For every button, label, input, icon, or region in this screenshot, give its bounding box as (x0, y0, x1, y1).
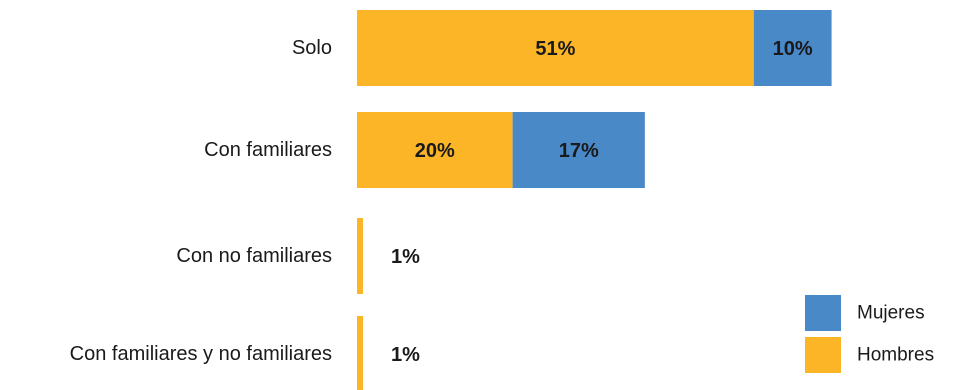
bars-group (357, 10, 832, 390)
data-label-mujeres-solo: 10% (773, 38, 813, 60)
bar-mujeres-solo (753, 10, 832, 86)
data-label-hombres-con-familiares-y-no-familiares: 1% (391, 344, 420, 366)
legend: Mujeres Hombres (805, 295, 934, 373)
legend-swatch-mujeres (805, 295, 841, 331)
legend-swatch-hombres (805, 337, 841, 373)
data-label-mujeres-con-familiares: 17% (559, 140, 599, 162)
bar-mujeres-con-familiares (512, 112, 645, 188)
bar-hombres-con-familiares-y-no-familiares (357, 316, 363, 390)
bar-hombres-solo (357, 10, 754, 86)
data-label-hombres-con-familiares: 20% (415, 140, 455, 162)
bar-hombres-con-familiares (357, 112, 513, 188)
legend-label-mujeres: Mujeres (857, 303, 925, 324)
bar-hombres-con-no-familiares (357, 218, 363, 294)
category-label-con-familiares-y-no-familiares: Con familiares y no familiares (70, 343, 332, 365)
category-label-con-no-familiares: Con no familiares (176, 245, 332, 267)
labels-group: Solo 51% 10% Con familiares 20% 17% Con no fam… (70, 37, 813, 366)
category-label-solo: Solo (292, 37, 332, 59)
category-label-con-familiares: Con familiares (204, 139, 332, 161)
data-label-hombres-con-no-familiares: 1% (391, 246, 420, 268)
legend-label-hombres: Hombres (857, 345, 934, 366)
data-label-hombres-solo: 51% (535, 38, 575, 60)
